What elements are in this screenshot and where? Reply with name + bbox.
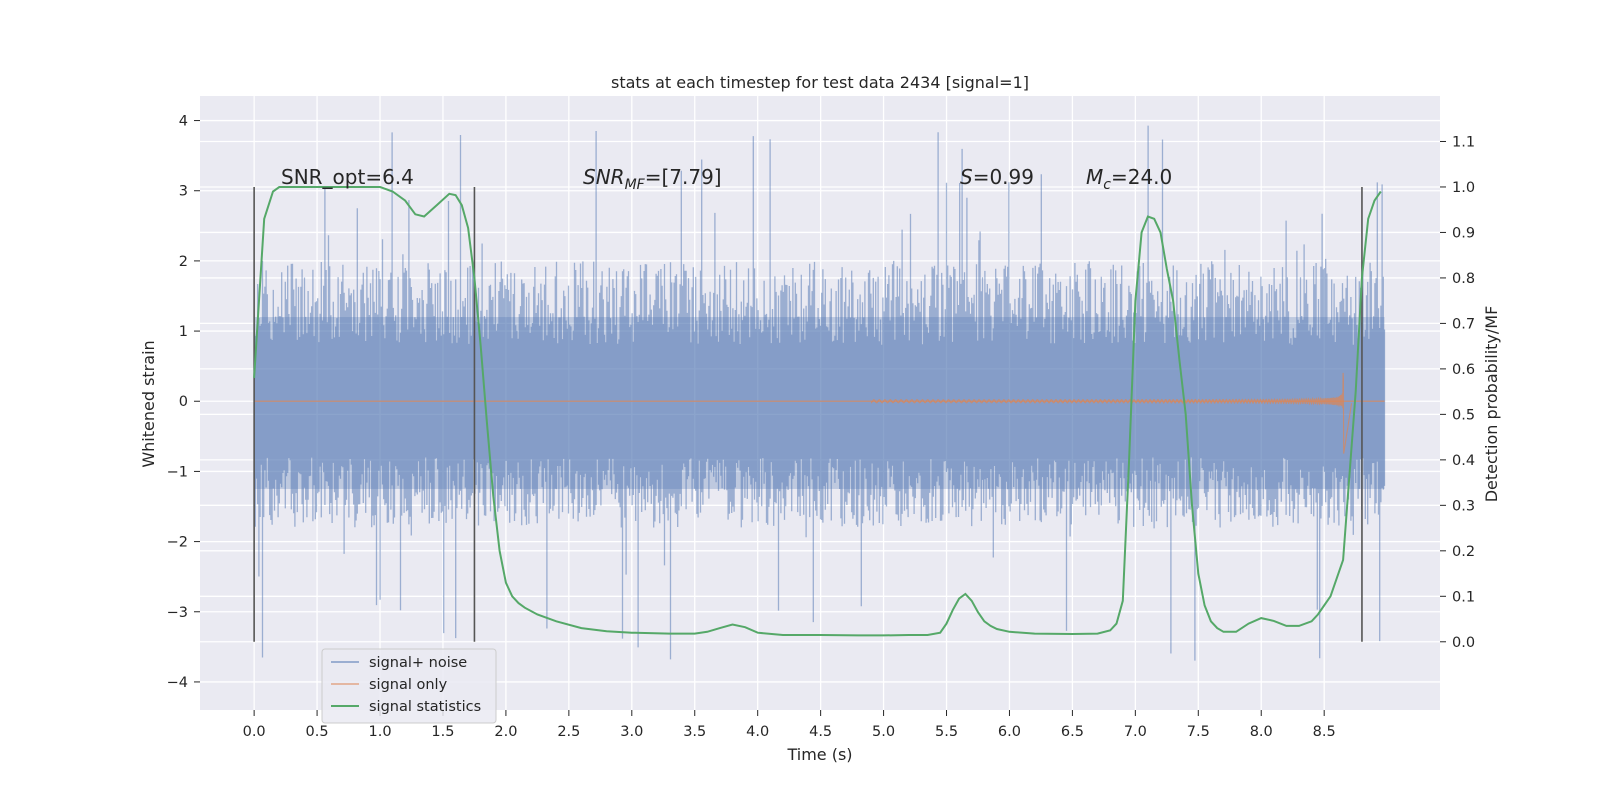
y-right-tick-label: 0.9 <box>1452 225 1475 241</box>
legend-box <box>321 648 497 724</box>
x-tick-label: 0.0 <box>243 724 266 740</box>
y-tick-label: −2 <box>167 535 188 551</box>
x-tick-label: 8.5 <box>1313 724 1336 740</box>
y-right-tick-label: 1.0 <box>1452 180 1475 196</box>
x-tick-label: 5.5 <box>935 724 958 740</box>
annotation-snr-mf-base: SNR <box>583 165 625 189</box>
annotation-s-var: S <box>960 165 973 189</box>
x-tick-label: 7.5 <box>1187 724 1210 740</box>
x-tick-label: 8.0 <box>1250 724 1273 740</box>
x-tick-label: 6.5 <box>1061 724 1084 740</box>
y-axis-label: Whitened strain <box>139 340 158 467</box>
x-tick-label: 5.0 <box>872 724 895 740</box>
y-right-tick-label: 0.2 <box>1452 544 1475 560</box>
x-tick-label: 0.5 <box>306 724 329 740</box>
legend-label-signal-noise: signal+ noise <box>369 655 467 671</box>
annotation-mc: Mc=24.0 <box>1086 165 1172 193</box>
x-tick-label: 1.0 <box>368 724 391 740</box>
y-right-axis-label: Detection probability/MF <box>1482 306 1501 503</box>
chart-title: stats at each timestep for test data 243… <box>611 73 1029 92</box>
legend: signal+ noise signal only signal statist… <box>321 648 497 724</box>
signal-only-series <box>254 372 1385 454</box>
annotation-s-rest: =0.99 <box>973 165 1034 189</box>
y-right-tick-label: 0.4 <box>1452 453 1475 469</box>
x-tick-label: 2.0 <box>494 724 517 740</box>
signal-noise-series <box>253 125 1386 661</box>
y-right-tick-label: 0.5 <box>1452 407 1475 423</box>
y-tick-label: 3 <box>179 184 188 200</box>
x-tick-label: 3.5 <box>683 724 706 740</box>
y-tick-label: −4 <box>167 675 188 691</box>
annotation-mc-sub: c <box>1103 177 1111 193</box>
annotation-mc-rest: =24.0 <box>1111 165 1172 189</box>
signal-statistics-series <box>253 186 1382 637</box>
x-tick-label: 4.5 <box>809 724 832 740</box>
signal-noise-band <box>254 317 1385 489</box>
y-right-tick-label: 1.1 <box>1452 134 1475 150</box>
y-right-tick-label: 0.3 <box>1452 498 1475 514</box>
annotation-snr-opt: SNR_opt=6.4 <box>281 165 414 189</box>
x-tick-label: 4.0 <box>746 724 769 740</box>
annotation-snr-mf-sub: MF <box>625 177 646 193</box>
x-tick-label: 7.0 <box>1124 724 1147 740</box>
y-right-tick-label: 0.0 <box>1452 635 1475 651</box>
y-tick-label: 0 <box>179 394 188 410</box>
annotation-s: S=0.99 <box>960 165 1034 189</box>
x-tick-label: 6.0 <box>998 724 1021 740</box>
y-tick-label: 4 <box>179 114 188 130</box>
annotation-snr-mf: SNRMF=[7.79] <box>583 165 722 193</box>
y-right-tick-label: 0.8 <box>1452 271 1475 287</box>
y-tick-label: −1 <box>167 464 188 480</box>
signal-only-chirp <box>870 372 1353 454</box>
window-markers <box>253 186 1363 642</box>
annotation-mc-var: M <box>1086 165 1103 189</box>
y-tick-label: −3 <box>167 605 188 621</box>
x-tick-label: 3.0 <box>620 724 643 740</box>
y-right-tick-label: 0.6 <box>1452 362 1475 378</box>
x-tick-label: 1.5 <box>431 724 454 740</box>
legend-label-signal-statistics: signal statistics <box>369 699 481 715</box>
x-tick-label: 2.5 <box>557 724 580 740</box>
y-tick-label: 1 <box>179 324 188 340</box>
y-right-tick-label: 0.1 <box>1452 589 1475 605</box>
legend-label-signal-only: signal only <box>369 677 448 693</box>
y-right-tick-label: 0.7 <box>1452 316 1475 332</box>
y-tick-label: 2 <box>179 254 188 270</box>
signal-statistics-line <box>253 186 1382 637</box>
axis-ticks: 0.0 0.5 1.0 1.5 2.0 2.5 3.0 3.5 4.0 4.5 5.0 5.5 6.0 6… <box>167 114 1475 740</box>
annotation-snr-mf-rest: =[7.79] <box>645 165 722 189</box>
x-axis-label: Time (s) <box>786 745 852 764</box>
